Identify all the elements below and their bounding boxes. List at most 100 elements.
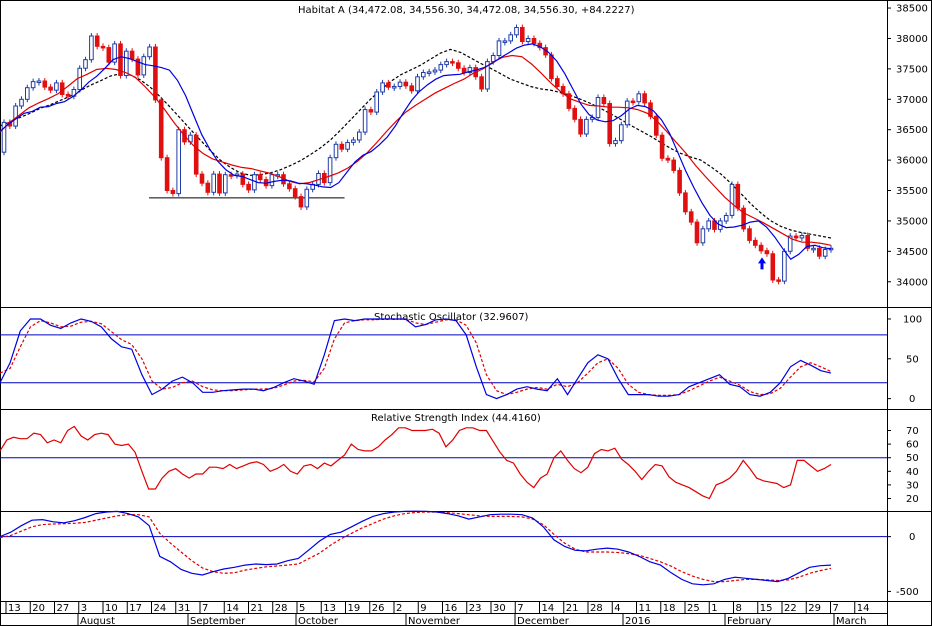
candle-up <box>333 143 339 159</box>
stoch-y-tick-label: 0 <box>909 394 915 405</box>
candle-up <box>624 100 630 126</box>
candle-up <box>124 50 129 76</box>
x-day-label: 14 <box>226 603 239 614</box>
candle-down <box>555 78 560 87</box>
candle-up <box>36 80 42 83</box>
candle-down <box>572 107 578 120</box>
x-day-label: 4 <box>614 603 620 614</box>
candle-up <box>252 174 257 191</box>
candle-down <box>677 169 682 194</box>
x-day-label: 22 <box>784 603 797 614</box>
candle-down <box>642 93 647 104</box>
rsi-y-axis: 70 60 50 40 30 20 <box>0 426 919 505</box>
candle-up <box>508 34 513 42</box>
candle-down <box>228 174 234 177</box>
candle-down <box>153 46 158 101</box>
x-day-label: 7 <box>202 603 208 614</box>
candle-up <box>30 81 36 89</box>
candle-down <box>694 221 700 244</box>
rsi-y-tick-label: 40 <box>906 467 919 478</box>
osc-y-tick-label: -500 <box>896 587 919 598</box>
price-y-tick-label: 36000 <box>896 156 928 167</box>
candle-up <box>147 46 152 58</box>
candle-up <box>444 61 449 66</box>
candle-up <box>432 69 438 73</box>
candle-down <box>240 173 246 185</box>
candle-down <box>199 173 205 184</box>
candle-up <box>25 87 30 100</box>
candle-up <box>782 250 787 282</box>
stochastic-y-axis: 100 50 0 <box>0 314 922 405</box>
candle-up <box>467 67 473 73</box>
candle-up <box>211 173 216 193</box>
x-day-label: 20 <box>32 603 45 614</box>
candle-up <box>811 247 816 251</box>
candle-down <box>106 47 112 63</box>
candle-down <box>59 82 65 96</box>
candle-up <box>438 64 444 71</box>
candle-up <box>729 183 735 216</box>
ma-dashed-series <box>0 48 832 239</box>
candle-down <box>292 188 298 198</box>
stochastic-lines <box>0 318 832 400</box>
x-day-label: 30 <box>493 603 506 614</box>
candle-down <box>654 115 659 136</box>
ma-slow-series <box>0 54 832 246</box>
x-day-label: 29 <box>808 603 821 614</box>
candlesticks <box>1 24 834 285</box>
candle-up <box>490 55 496 63</box>
candle-down <box>683 192 688 213</box>
x-day-label: 19 <box>348 603 361 614</box>
candle-up <box>351 139 356 143</box>
candle-down <box>403 81 409 87</box>
candle-down <box>193 134 199 175</box>
candle-down <box>735 183 741 209</box>
stoch-k-series <box>0 318 832 400</box>
candle-down <box>671 159 677 171</box>
x-day-label: 28 <box>590 603 603 614</box>
x-day-label: 31 <box>178 603 191 614</box>
candle-down <box>520 27 525 42</box>
candle-up <box>636 93 642 103</box>
x-month-label: October <box>298 616 339 626</box>
candle-up <box>1 121 7 153</box>
candle-down <box>479 76 484 90</box>
x-day-label: 17 <box>129 603 142 614</box>
oscillator-lines <box>0 510 832 586</box>
ma-fast-line <box>0 43 832 260</box>
candle-down <box>158 99 164 159</box>
candle-down <box>747 228 752 241</box>
x-day-label: 1 <box>711 603 717 614</box>
candle-up <box>374 91 379 113</box>
rsi-y-tick-label: 30 <box>906 480 919 491</box>
candle-up <box>496 40 502 57</box>
candle-down <box>817 247 822 257</box>
candle-down <box>100 45 106 49</box>
candle-up <box>176 129 181 195</box>
x-day-label: 24 <box>154 603 167 614</box>
x-month-label: November <box>408 616 461 626</box>
price-y-tick-label: 38000 <box>896 34 928 45</box>
x-day-label: 21 <box>566 603 579 614</box>
candle-down <box>601 97 607 105</box>
candle-up <box>112 43 117 63</box>
x-day-label: 23 <box>469 603 482 614</box>
candle-up <box>584 118 589 135</box>
candle-down <box>368 109 374 113</box>
up-arrow-marker <box>758 257 766 270</box>
candle-up <box>89 35 94 61</box>
candle-down <box>607 103 613 145</box>
candle-up <box>54 82 59 91</box>
candle-up <box>799 235 805 239</box>
candle-down <box>298 196 304 208</box>
candle-down <box>688 211 694 223</box>
candle-down <box>246 183 251 191</box>
candle-down <box>48 86 53 91</box>
candle-up <box>700 228 706 244</box>
price-title: Habitat A (34,472.08, 34,556.30, 34,472.… <box>298 5 635 16</box>
candle-down <box>135 58 141 76</box>
x-axis-months: August September October November December 20… <box>77 613 866 626</box>
x-day-label: 7 <box>833 603 839 614</box>
x-day-label: 28 <box>275 603 288 614</box>
